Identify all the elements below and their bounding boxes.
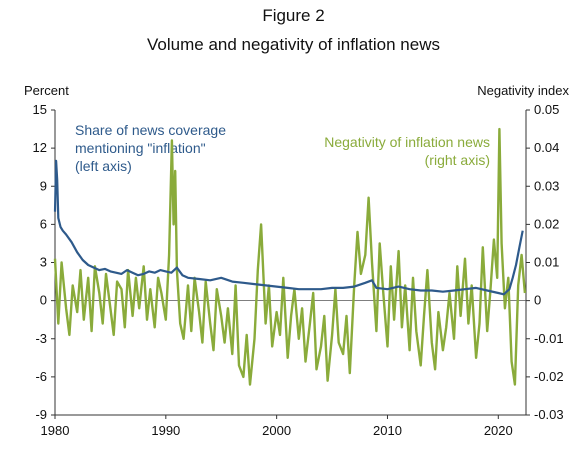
y-right-tick-label-7: -0.02 (534, 369, 564, 384)
x-tick-label-3: 2010 (373, 423, 402, 438)
chart-title: Volume and negativity of inflation news (147, 35, 440, 54)
y-left-tick-label-8: -9 (35, 407, 47, 422)
y-left-tick-label-4: 3 (40, 255, 47, 270)
y-left-tick-label-2: 9 (40, 178, 47, 193)
negativity-series-annotation: Negativity of inflation news (right axis… (324, 133, 490, 169)
negativity-series-line (53, 127, 527, 386)
x-tick-label-1: 1990 (151, 423, 180, 438)
y-right-tick-label-2: 0.03 (534, 178, 559, 193)
y-right-tick-label-1: 0.04 (534, 140, 559, 155)
x-tick-label-0: 1980 (41, 423, 70, 438)
y-left-tick-label-7: -6 (35, 369, 47, 384)
share-series-line (53, 159, 524, 296)
y-left-tick-label-6: -3 (35, 331, 47, 346)
share-annotation-line-3: (left axis) (75, 158, 132, 174)
x-tick-label-2: 2000 (262, 423, 291, 438)
y-left-tick-label-0: 15 (33, 102, 47, 117)
y-right-tick-label-6: -0.01 (534, 331, 564, 346)
y-right-tick-label-8: -0.03 (534, 407, 564, 422)
y-left-tick-label-5: 0 (40, 293, 47, 308)
negativity-annotation-line-2: (right axis) (424, 152, 490, 168)
right-axis-unit: Negativity index (477, 83, 569, 98)
y-right-tick-label-5: 0 (534, 293, 541, 308)
negativity-annotation-line-1: Negativity of inflation news (324, 134, 490, 150)
y-right-tick-label-3: 0.02 (534, 216, 559, 231)
left-axis-unit: Percent (24, 83, 69, 98)
x-tick-label-4: 2020 (484, 423, 513, 438)
figure-label: Figure 2 (262, 6, 325, 25)
share-annotation-line-1: Share of news coverage (75, 122, 226, 138)
y-right-tick-label-4: 0.01 (534, 255, 559, 270)
y-right-tick-label-0: 0.05 (534, 102, 559, 117)
y-left-tick-label-3: 6 (40, 216, 47, 231)
y-left-tick-label-1: 12 (33, 140, 47, 155)
